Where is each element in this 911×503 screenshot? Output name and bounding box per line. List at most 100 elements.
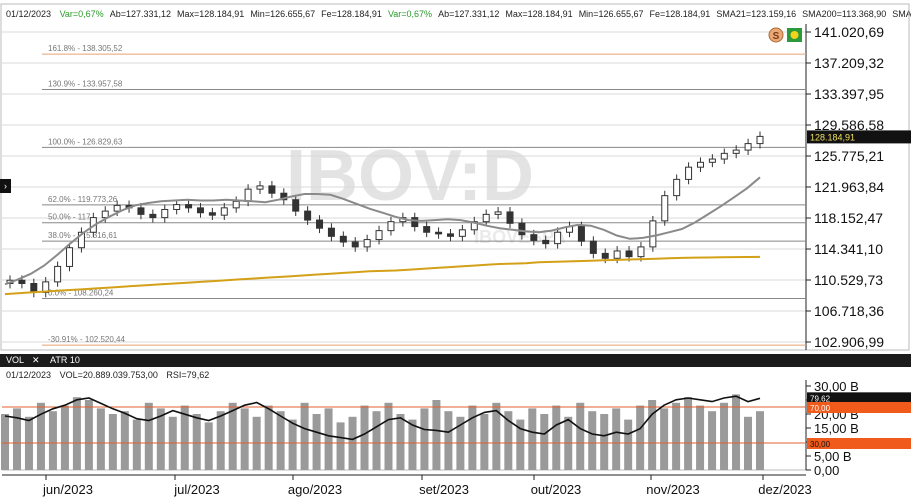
volume-bar bbox=[288, 419, 297, 470]
volume-bar bbox=[336, 422, 345, 470]
volume-bar bbox=[132, 419, 141, 470]
rsi-value-label: 79,62 bbox=[810, 394, 831, 403]
indicator-tab-bar: VOL ✕ ATR 10 bbox=[0, 354, 911, 367]
volume-bar bbox=[48, 411, 57, 470]
candle-body bbox=[649, 220, 657, 248]
price-tick-label: 121.963,84 bbox=[814, 179, 884, 195]
candle-body bbox=[732, 149, 740, 154]
info-values: Var=0,67% Ab=127.331,12 Max=128.184,91 Min=… bbox=[60, 9, 911, 19]
fib-level-label: 161.8% - 138.305,52 bbox=[48, 44, 123, 53]
vol-date: 01/12/2023 bbox=[6, 370, 52, 380]
volume-bar bbox=[552, 405, 561, 470]
s-badge-icon bbox=[768, 27, 784, 43]
volume-info-bar: 01/12/2023 VOL=20.889.039.753,00 RSI=79,… bbox=[6, 370, 215, 380]
volume-bar bbox=[468, 405, 477, 470]
volume-bar bbox=[672, 402, 681, 470]
candle-body bbox=[542, 239, 550, 245]
volume-bar bbox=[204, 422, 213, 470]
candle-body bbox=[232, 200, 240, 209]
tab-vol[interactable]: VOL bbox=[6, 355, 25, 365]
candle-body bbox=[256, 185, 264, 190]
volume-bar bbox=[708, 411, 717, 470]
candle-body bbox=[161, 208, 169, 219]
volume-bar bbox=[576, 402, 585, 470]
fib-level-label: 50.0% - 117. bbox=[48, 213, 93, 222]
price-tick-label: 106.718,36 bbox=[814, 303, 884, 319]
volume-bar bbox=[660, 408, 669, 470]
candle-body bbox=[101, 210, 109, 219]
volume-bar bbox=[12, 408, 21, 470]
rsi-70-box bbox=[807, 402, 911, 413]
candle-body bbox=[518, 222, 526, 236]
month-label: jul/2023 bbox=[173, 482, 220, 497]
volume-bar bbox=[36, 402, 45, 470]
sma21-line bbox=[4, 176, 761, 286]
fib-level-label: 130.9% - 133.957,58 bbox=[48, 79, 123, 88]
volume-bar bbox=[612, 408, 621, 470]
candle-body bbox=[149, 213, 157, 219]
volume-bar bbox=[108, 414, 117, 470]
month-label: out/2023 bbox=[531, 482, 582, 497]
info-date: 01/12/2023 bbox=[6, 9, 52, 19]
volume-bar bbox=[60, 405, 69, 470]
month-label: set/2023 bbox=[419, 482, 469, 497]
candle-body bbox=[387, 221, 395, 232]
candle-body bbox=[637, 246, 645, 258]
candle-body bbox=[661, 195, 669, 222]
volume-bar bbox=[96, 408, 105, 470]
volume-bar bbox=[216, 411, 225, 470]
candle-body bbox=[316, 219, 324, 229]
rsi-value: RSI=79,62 bbox=[166, 370, 210, 380]
volume-bar bbox=[636, 405, 645, 470]
volume-bar bbox=[396, 414, 405, 470]
volume-bar bbox=[516, 419, 525, 470]
info-item: Min=126.655,67 bbox=[250, 9, 316, 19]
candle-body bbox=[744, 143, 752, 151]
flag-center bbox=[790, 31, 799, 39]
candle-body bbox=[339, 235, 347, 243]
candle-body bbox=[77, 231, 85, 249]
candle-body bbox=[208, 212, 216, 216]
candle-body bbox=[423, 226, 431, 233]
watermark-symbol: IBOV:D bbox=[286, 136, 534, 216]
info-item: Min=126.655,67 bbox=[578, 9, 644, 19]
candle-body bbox=[625, 250, 633, 258]
volume-bar bbox=[600, 414, 609, 470]
volume-bar bbox=[72, 397, 81, 470]
volume-bar bbox=[648, 400, 657, 470]
fib-level-label: 100.0% - 126.829,63 bbox=[48, 137, 123, 146]
vol-tick-label: 15,00 B bbox=[814, 421, 859, 436]
close-tab-icon[interactable]: ✕ bbox=[32, 355, 40, 365]
current-price-box bbox=[807, 130, 911, 144]
price-tick-label: 114.341,10 bbox=[814, 241, 883, 257]
volume-bar bbox=[540, 414, 549, 470]
candle-body bbox=[351, 241, 359, 248]
candle-body bbox=[304, 210, 312, 221]
candle-body bbox=[673, 178, 681, 197]
info-item: Fe=128.184,91 bbox=[321, 9, 382, 19]
candle-body bbox=[554, 231, 562, 245]
volume-bar bbox=[312, 414, 321, 470]
volume-bar bbox=[180, 405, 189, 470]
s-badge-label: S bbox=[773, 31, 780, 42]
candle-body bbox=[411, 217, 419, 228]
candle-body bbox=[506, 211, 514, 224]
candle-body bbox=[137, 207, 145, 215]
sma200-line bbox=[4, 255, 761, 296]
candle-body bbox=[530, 234, 538, 241]
candle-body bbox=[613, 250, 621, 259]
candle-body bbox=[196, 207, 204, 214]
price-tick-label: 125.775,21 bbox=[814, 148, 884, 164]
price-panel-frame bbox=[0, 3, 910, 351]
expand-arrow-icon[interactable]: › bbox=[0, 179, 11, 193]
candle-body bbox=[327, 227, 335, 237]
current-price-label: 128.184,91 bbox=[810, 132, 855, 142]
volume-bar bbox=[228, 402, 237, 470]
fib-level-label: 0.0% - 108.260,24 bbox=[48, 288, 114, 297]
rsi-70-label: 70,00 bbox=[810, 404, 831, 413]
tab-atr[interactable]: ATR 10 bbox=[50, 355, 80, 365]
candle-body bbox=[482, 213, 490, 223]
price-tick-label: 102.906,99 bbox=[814, 334, 884, 350]
